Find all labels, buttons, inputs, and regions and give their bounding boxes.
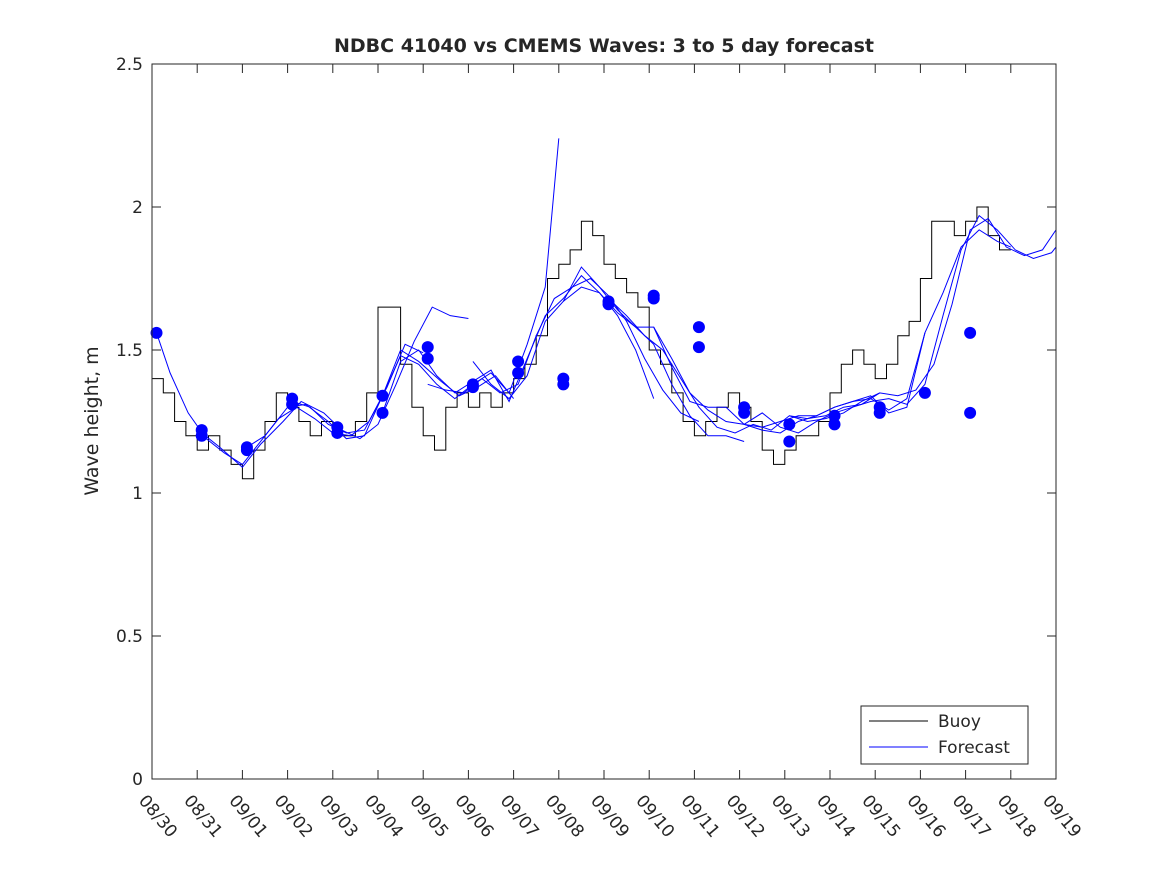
forecast-marker xyxy=(557,378,570,391)
forecast-marker xyxy=(647,292,660,305)
plot-area xyxy=(152,64,1056,779)
forecast-marker xyxy=(286,398,299,411)
forecast-line xyxy=(834,214,1056,414)
forecast-marker xyxy=(421,341,434,354)
forecast-marker xyxy=(240,444,253,457)
forecast-marker xyxy=(331,426,344,439)
forecast-marker xyxy=(150,326,163,339)
forecast-marker xyxy=(376,389,389,402)
forecast-marker-group xyxy=(150,289,977,457)
forecast-marker xyxy=(421,352,434,365)
y-axis: 0 0.5 1 1.5 2 2.5 xyxy=(116,55,1056,790)
forecast-marker xyxy=(602,298,615,311)
legend: Buoy Forecast xyxy=(860,705,1029,765)
forecast-marker xyxy=(512,355,525,368)
forecast-marker xyxy=(783,418,796,431)
y-tick-label: 0 xyxy=(132,770,143,790)
forecast-marker xyxy=(376,406,389,419)
forecast-marker xyxy=(466,381,479,394)
forecast-marker xyxy=(828,409,841,422)
legend-forecast-label: Forecast xyxy=(938,738,1010,758)
y-tick-label: 1 xyxy=(132,484,143,504)
y-tick-label: 0.5 xyxy=(116,627,143,647)
y-axis-label: Wave height, m xyxy=(81,346,103,495)
chart-title: NDBC 41040 vs CMEMS Waves: 3 to 5 day fo… xyxy=(334,35,874,57)
forecast-marker xyxy=(964,326,977,339)
forecast-marker xyxy=(692,341,705,354)
y-tick-label: 2.5 xyxy=(116,55,143,75)
forecast-marker xyxy=(873,406,886,419)
y-tick-label: 2 xyxy=(132,198,143,218)
legend-box xyxy=(860,705,1029,765)
forecast-marker xyxy=(828,418,841,431)
forecast-marker xyxy=(964,406,977,419)
forecast-marker xyxy=(195,429,208,442)
forecast-marker xyxy=(918,386,931,399)
forecast-marker xyxy=(783,435,796,448)
forecast-marker xyxy=(738,406,751,419)
forecast-marker xyxy=(512,366,525,379)
legend-buoy-label: Buoy xyxy=(938,712,981,732)
forecast-marker xyxy=(692,321,705,334)
y-tick-label: 1.5 xyxy=(116,341,143,361)
